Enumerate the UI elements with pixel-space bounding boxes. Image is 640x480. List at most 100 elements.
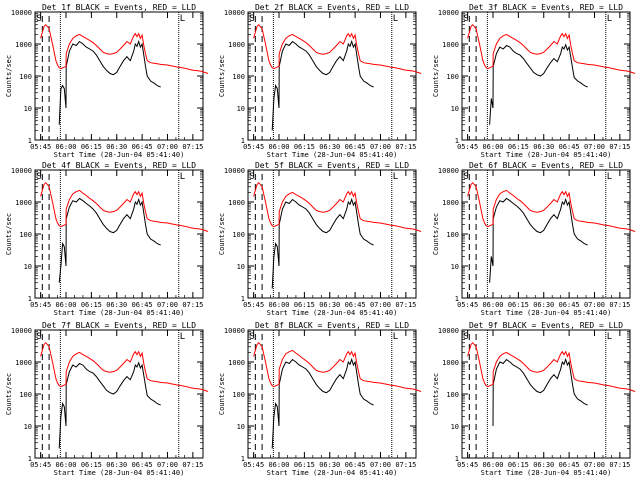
panel-det-8: Det 8f BLACK = Events, RED = LLD 1 10 100 10… [218,321,422,477]
series-events-line [271,197,374,289]
x-tick-label: 06:45 [345,301,366,309]
y-axis-label: Counts/sec [5,55,13,97]
x-tick-label: 06:30 [319,301,340,309]
y-tick-label: 10 [237,423,245,431]
series-events-line [58,39,161,125]
x-tick-label: 06:45 [132,461,153,469]
x-tick-label: 07:15 [182,461,203,469]
panel-title: Det 4f BLACK = Events, RED = LLD [42,161,196,170]
x-tick-label: 06:00 [55,461,76,469]
x-tick-label: 07:00 [370,461,391,469]
annotation-l: L [607,14,612,24]
annotation-s: S [36,332,41,342]
y-axis-label: Counts/sec [432,213,440,255]
x-tick-label: 07:15 [395,461,416,469]
y-axis-label: Counts/sec [5,373,13,415]
y-axis-label: Counts/sec [218,55,226,97]
panel-det-9: Det 9f BLACK = Events, RED = LLD 1 10 100 10… [432,321,636,477]
x-tick-label: 07:15 [182,143,203,151]
panel-title: Det 1f BLACK = Events, RED = LLD [42,3,196,12]
annotation-s: S [249,14,254,24]
x-tick-label: 06:00 [268,301,289,309]
y-tick-label: 1 [28,137,32,145]
panel-title: Det 5f BLACK = Events, RED = LLD [255,161,409,170]
x-tick-label: 06:00 [482,143,503,151]
x-tick-label: 06:45 [132,143,153,151]
series-lld-line [253,341,422,392]
x-tick-label: 06:15 [508,461,529,469]
y-tick-label: 1000 [228,41,245,49]
x-axis-label: Start Time (28-Jun-04 05:41:40) [481,469,612,477]
series-lld-line [40,23,209,74]
y-tick-label: 1 [241,137,245,145]
x-tick-label: 07:15 [182,301,203,309]
y-tick-label: 10000 [224,327,245,335]
x-tick-label: 05:45 [243,143,264,151]
annotation-l: L [393,172,398,182]
y-tick-label: 1000 [228,359,245,367]
y-tick-label: 10000 [438,327,459,335]
y-tick-label: 10 [451,105,459,113]
y-tick-label: 1 [455,137,459,145]
x-tick-label: 05:45 [30,143,51,151]
series-lld-line [467,181,636,232]
y-tick-label: 10000 [11,327,32,335]
x-tick-label: 06:30 [319,461,340,469]
annotation-l: L [607,172,612,182]
x-tick-label: 05:45 [457,461,478,469]
y-tick-label: 10 [237,263,245,271]
x-tick-label: 06:00 [482,461,503,469]
panel-title: Det 6f BLACK = Events, RED = LLD [469,161,623,170]
y-tick-label: 10000 [224,167,245,175]
y-tick-label: 10 [451,423,459,431]
y-tick-label: 1 [241,295,245,303]
panel-title: Det 7f BLACK = Events, RED = LLD [42,321,196,330]
x-tick-label: 06:15 [81,143,102,151]
y-tick-label: 100 [232,231,245,239]
y-axis-label: Counts/sec [432,373,440,415]
x-axis-label: Start Time (28-Jun-04 05:41:40) [267,151,398,159]
x-tick-label: 06:15 [81,301,102,309]
x-tick-label: 07:00 [157,143,178,151]
panel-det-2: Det 2f BLACK = Events, RED = LLD 1 10 100 10… [218,3,422,159]
x-axis-label: Start Time (28-Jun-04 05:41:40) [54,151,185,159]
x-tick-label: 05:45 [30,301,51,309]
x-tick-label: 06:45 [559,301,580,309]
y-axis-label: Counts/sec [432,55,440,97]
x-tick-label: 06:15 [294,461,315,469]
x-tick-label: 06:30 [319,143,340,151]
x-axis-label: Start Time (28-Jun-04 05:41:40) [481,151,612,159]
series-events-line [489,43,588,125]
x-tick-label: 06:15 [294,301,315,309]
y-tick-label: 1000 [442,359,459,367]
x-tick-label: 07:00 [584,461,605,469]
y-tick-label: 100 [19,391,32,399]
x-tick-label: 06:00 [55,143,76,151]
y-tick-label: 10000 [224,9,245,17]
x-tick-label: 06:00 [268,143,289,151]
x-tick-label: 06:15 [508,143,529,151]
y-tick-label: 1000 [15,359,32,367]
annotation-s: S [249,172,254,182]
x-tick-label: 06:15 [294,143,315,151]
x-tick-label: 05:45 [457,301,478,309]
panel-det-7: Det 7f BLACK = Events, RED = LLD 1 10 100 10… [5,321,209,477]
x-tick-label: 06:30 [533,143,554,151]
annotation-l: L [180,172,185,182]
x-tick-label: 07:15 [609,461,630,469]
x-axis-label: Start Time (28-Jun-04 05:41:40) [54,469,185,477]
x-axis-label: Start Time (28-Jun-04 05:41:40) [481,309,612,317]
y-tick-label: 100 [446,231,459,239]
y-axis-label: Counts/sec [5,213,13,255]
y-tick-label: 10 [24,263,32,271]
x-tick-label: 06:30 [106,301,127,309]
panel-title: Det 2f BLACK = Events, RED = LLD [255,3,409,12]
series-lld-line [467,341,636,392]
x-tick-label: 06:00 [55,301,76,309]
x-tick-label: 07:15 [609,301,630,309]
annotation-s: S [463,14,468,24]
series-lld-line [40,341,209,392]
panel-title: Det 9f BLACK = Events, RED = LLD [469,321,623,330]
x-tick-label: 07:00 [584,143,605,151]
